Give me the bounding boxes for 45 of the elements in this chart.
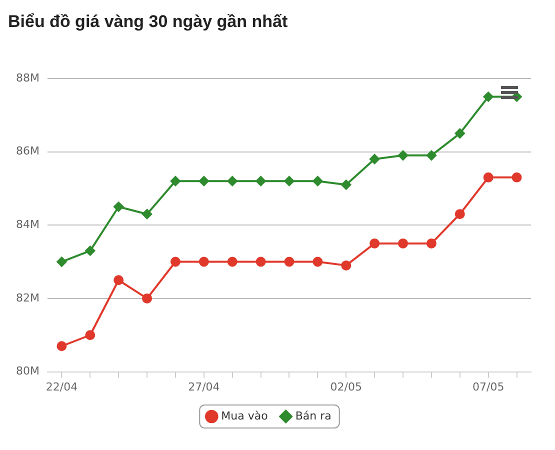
y-tick-label: 80M (16, 364, 40, 378)
point (426, 150, 436, 160)
point (56, 256, 67, 267)
chart-title: Biểu đồ giá vàng 30 ngày gần nhất (8, 12, 288, 31)
point (85, 330, 96, 340)
point (284, 256, 294, 267)
y-tick-label: 88M (16, 71, 40, 84)
point (426, 238, 436, 248)
point (370, 238, 380, 248)
point (398, 150, 408, 160)
point (142, 293, 152, 304)
point (341, 180, 352, 190)
x-tick-label: 07/05 (472, 380, 504, 394)
point (114, 275, 124, 286)
point (256, 176, 266, 186)
y-tick-label: 84M (16, 218, 40, 231)
point (454, 209, 465, 220)
point (483, 172, 494, 182)
point (370, 154, 380, 164)
point (454, 128, 465, 138)
point (312, 176, 323, 186)
point (256, 256, 266, 267)
point (198, 176, 209, 186)
point (227, 256, 238, 267)
x-tick-label: 22/04 (46, 380, 78, 394)
point (56, 341, 67, 352)
point (512, 172, 522, 182)
point (198, 256, 209, 267)
x-tick-label: 02/05 (330, 380, 362, 394)
point (341, 260, 352, 270)
legend-label: Bán ra (295, 409, 332, 422)
point (170, 256, 180, 267)
y-tick-label: 86M (16, 144, 40, 158)
point (85, 246, 96, 256)
point (170, 176, 180, 186)
point (142, 209, 152, 220)
point (114, 202, 124, 212)
point (483, 92, 494, 102)
point (227, 176, 238, 186)
legend-label: Mua vào (221, 409, 268, 422)
x-tick-label: 27/04 (188, 380, 220, 394)
y-tick-label: 82M (16, 291, 40, 304)
point (284, 176, 294, 186)
point (398, 238, 408, 248)
point (312, 256, 323, 267)
